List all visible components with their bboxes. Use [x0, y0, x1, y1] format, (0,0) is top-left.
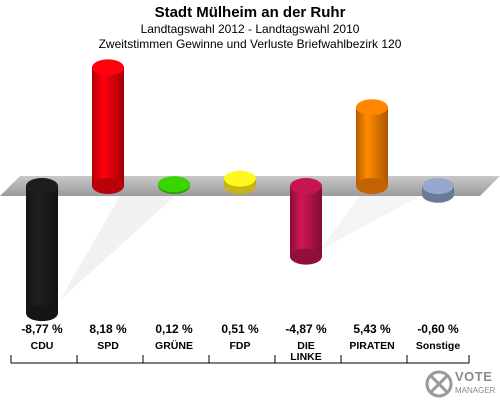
- bar-piraten: [356, 99, 388, 194]
- category-axis-group: CDU SPD GRÜNE FDP DIE LINKE PIRATEN Sonstige: [10, 339, 470, 364]
- value-label-fdp: 0,51 %: [221, 322, 259, 336]
- bar-fdp: [224, 170, 256, 194]
- chart-subtitle: Landtagswahl 2012 - Landtagswahl 2010: [140, 22, 360, 36]
- vote-manager-logo: VOTE MANAGER: [425, 369, 496, 398]
- value-label-gr-ne: 0,12 %: [155, 322, 193, 336]
- bar-top-cap-cdu: [26, 178, 58, 194]
- value-label-die-linke: -4,87 %: [285, 322, 327, 336]
- bar-top-cap-die-linke: [290, 178, 322, 194]
- category-label-fdp: FDP: [230, 340, 251, 352]
- bars-group: [26, 59, 454, 322]
- value-label-spd: 8,18 %: [89, 322, 127, 336]
- bar-spd: [92, 59, 124, 194]
- chart-subtitle-2: Zweitstimmen Gewinne und Verluste Briefw…: [98, 37, 402, 51]
- chart-title: Stadt Mülheim an der Ruhr: [154, 4, 346, 21]
- bar-top-cap-gr-ne: [158, 176, 190, 193]
- bar-top-cap-spd: [92, 59, 124, 76]
- bar-die-linke: [290, 178, 322, 265]
- category-label-cdu: CDU: [31, 340, 54, 352]
- bar-body-cdu: [26, 186, 58, 314]
- category-label-gr-ne: GRÜNE: [155, 339, 193, 352]
- bar-body-spd: [92, 67, 124, 186]
- category-label-spd: SPD: [97, 340, 119, 352]
- value-label-sonstige: -0,60 %: [417, 322, 459, 336]
- bar-top-cap-piraten: [356, 99, 388, 116]
- bar-bottom-cap-cdu: [26, 305, 58, 322]
- bar-bottom-cap-spd: [92, 178, 124, 194]
- bar-bottom-cap-piraten: [356, 178, 388, 194]
- category-label-die-linke: DIE LINKE: [290, 340, 322, 363]
- value-labels-group: -8,77 % 8,18 % 0,12 % 0,51 % -4,87 % 5,43 % -0…: [21, 322, 459, 336]
- bar-body-piraten: [356, 107, 388, 186]
- category-label-piraten: PIRATEN: [349, 340, 394, 352]
- bar-shadow-cdu: [60, 196, 175, 300]
- bar-shadow-linke: [320, 196, 420, 250]
- category-label-sonstige: Sonstige: [416, 340, 460, 352]
- bar-top-cap-sonstige: [422, 178, 454, 194]
- chart-titles: Stadt Mülheim an der Ruhr Landtagswahl 2…: [0, 4, 500, 52]
- bar-body-die-linke: [290, 186, 322, 257]
- bar-top-cap-fdp: [224, 170, 256, 187]
- bar-gr-ne: [158, 176, 190, 194]
- logo-subtext: MANAGER: [455, 386, 496, 395]
- value-label-piraten: 5,43 %: [353, 322, 391, 336]
- logo-text: VOTE: [455, 369, 492, 384]
- bar-bottom-cap-die-linke: [290, 248, 322, 265]
- value-label-cdu: -8,77 %: [21, 322, 63, 336]
- bar-cdu: [26, 178, 58, 322]
- bar-sonstige: [422, 178, 454, 203]
